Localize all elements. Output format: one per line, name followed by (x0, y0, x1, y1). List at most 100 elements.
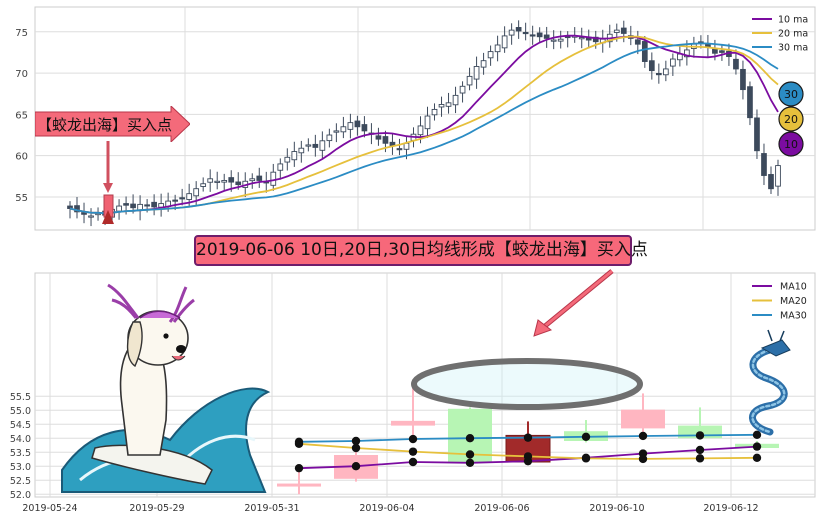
upper-candle-body (326, 134, 333, 142)
upper-candle (754, 109, 760, 159)
upper-y-tick-label: 65 (15, 110, 28, 121)
upper-legend-label: 20 ma (778, 29, 808, 40)
upper-candle (179, 188, 186, 206)
upper-candle (662, 60, 669, 82)
upper-candle (508, 23, 515, 45)
ma-badge (778, 131, 804, 157)
dog-eye (163, 333, 169, 339)
lower-y-tick-label: 54.0 (10, 434, 31, 445)
upper-candle-body (305, 144, 312, 147)
lower-ma20-point (351, 443, 361, 453)
upper-candle (298, 140, 305, 163)
upper-candle-body (733, 58, 739, 70)
upper-candle (319, 131, 326, 159)
upper-candle-body (487, 51, 494, 59)
upper-candle-body (557, 38, 564, 42)
upper-candle-body (396, 148, 403, 151)
upper-candle-body (719, 50, 725, 53)
ma-badge-label: 30 (784, 88, 798, 101)
lower-legend-label: MA30 (780, 311, 807, 322)
upper-candle (543, 26, 550, 48)
lower-ma30-point (695, 431, 705, 440)
upper-candle (768, 166, 774, 194)
ma-badge (778, 81, 804, 107)
upper-candle-body (754, 117, 760, 152)
upper-candle-body (684, 49, 690, 58)
upper-candle (424, 106, 431, 139)
ma-badge-label: 20 (784, 113, 798, 126)
x-tick-label: 2019-05-31 (244, 503, 299, 514)
upper-candle-body (438, 104, 445, 108)
upper-candle (501, 26, 508, 53)
upper-candle (578, 27, 585, 49)
upper-candle-body (151, 201, 157, 208)
lower-ma30-point (638, 431, 648, 441)
upper-candle-body (207, 178, 214, 183)
dog-nose (176, 345, 186, 353)
upper-candle (151, 194, 157, 216)
upper-candle-body (445, 102, 452, 107)
upper-candle-body (431, 108, 438, 116)
ma-badge (778, 106, 804, 132)
lower-ma30-point (465, 434, 475, 443)
lower-ma20-point (408, 447, 418, 456)
upper-candle-body (473, 66, 480, 80)
upper-candle-body (284, 156, 291, 163)
lower-ma30-point (294, 437, 304, 447)
upper-y-tick-label: 75 (15, 28, 28, 39)
lower-ma10-point (294, 463, 304, 473)
upper-candle (473, 56, 480, 89)
lower-ma10-point (752, 442, 762, 451)
upper-candle (431, 103, 438, 121)
upper-candle (361, 116, 368, 138)
upper-candle (305, 138, 312, 152)
upper-candle (648, 52, 655, 80)
upper-candle-body (641, 41, 648, 62)
upper-candle-body (452, 94, 459, 106)
upper-candle-body (340, 126, 347, 133)
upper-candle-body (522, 31, 529, 35)
lower-ma20-point (695, 454, 705, 463)
x-tick-label: 2019-06-06 (474, 503, 529, 514)
lower-ma20-point (752, 453, 762, 462)
upper-candle-body (116, 205, 122, 212)
upper-candle-body (214, 180, 221, 183)
lower-candle-body (621, 409, 665, 429)
lower-ma20-point (523, 452, 533, 461)
upper-candle (740, 60, 746, 100)
lower-y-tick-label: 55.0 (10, 406, 31, 417)
upper-candle (445, 92, 452, 114)
upper-candle-body (761, 153, 767, 176)
x-tick-label: 2019-06-04 (359, 503, 414, 514)
upper-candle (88, 208, 94, 227)
upper-candle (438, 96, 445, 117)
upper-candle (466, 67, 473, 91)
upper-candle-body (172, 199, 178, 202)
upper-candle-body (592, 36, 599, 43)
dog-ear (126, 321, 143, 368)
upper-candle-body (677, 53, 683, 61)
upper-candle (214, 171, 221, 190)
upper-candle-body (648, 60, 655, 72)
upper-candle-body (613, 29, 620, 33)
upper-candle-body (186, 193, 193, 200)
upper-candle (284, 148, 291, 171)
upper-legend-label: 30 ma (778, 43, 808, 54)
lower-ma30-point (752, 430, 762, 440)
upper-candle-body (179, 197, 186, 200)
upper-candle-body (123, 203, 129, 206)
upper-candle (312, 134, 319, 157)
upper-candle-body (480, 60, 487, 68)
x-tick-label: 2019-05-24 (22, 503, 77, 514)
upper-candle-body (200, 183, 207, 187)
lower-candle-body (391, 420, 435, 426)
upper-candle (620, 20, 627, 43)
upper-candle (522, 22, 529, 41)
lower-y-tick-label: 53.5 (10, 448, 31, 459)
signal-pointer-arrow-core (544, 269, 613, 328)
signal-banner: 2019-06-06 10日,20日,30日均线形成【蛟龙出海】买入点 (194, 235, 648, 266)
decorations (61, 283, 791, 493)
upper-candle-body (670, 58, 676, 67)
